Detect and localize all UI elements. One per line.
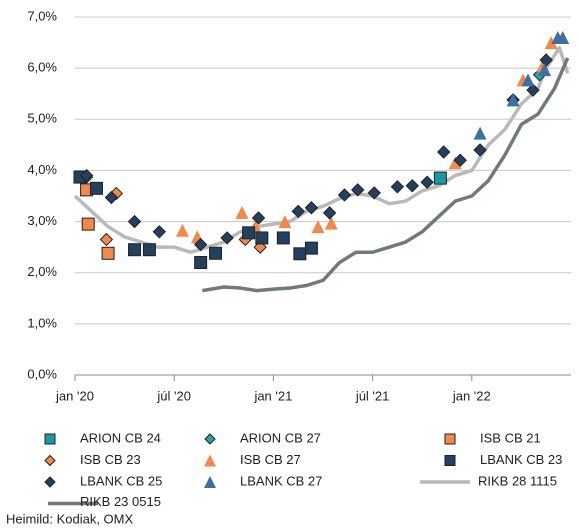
marker	[291, 204, 305, 219]
marker	[242, 226, 256, 240]
marker	[220, 231, 234, 245]
x-tick-label: jan '22	[452, 388, 491, 403]
legend-label: ISB CB 23	[80, 452, 141, 467]
x-tick-label: jan '20	[55, 388, 94, 403]
marker	[127, 214, 142, 229]
legend-marker	[44, 454, 56, 467]
legend-label: ARION CB 27	[240, 430, 321, 445]
marker	[322, 206, 337, 220]
legend-marker	[444, 455, 456, 466]
marker	[194, 255, 208, 269]
marker	[351, 183, 365, 197]
marker	[81, 217, 95, 231]
marker	[506, 93, 520, 107]
marker	[544, 36, 558, 50]
marker	[293, 247, 307, 261]
marker	[448, 156, 462, 170]
marker	[235, 205, 249, 219]
x-tick-label: júl '21	[355, 388, 390, 403]
y-tick-label: 5,0%	[27, 111, 57, 126]
marker	[255, 231, 269, 245]
x-tick-label: júl '20	[156, 388, 191, 403]
legend-label: LBANK CB 27	[240, 473, 322, 488]
y-tick-label: 0,0%	[27, 366, 57, 381]
y-tick-label: 3,0%	[27, 213, 57, 228]
marker	[209, 246, 223, 260]
legend-label: ISB CB 21	[480, 430, 541, 445]
marker	[436, 145, 451, 159]
x-tick-label: jan '21	[253, 388, 292, 403]
marker	[526, 83, 540, 97]
marker	[89, 181, 103, 195]
marker	[420, 175, 434, 189]
legend-marker	[444, 433, 456, 445]
marker	[276, 231, 290, 245]
marker	[453, 153, 467, 167]
marker	[324, 216, 338, 230]
legend-label: RIKB 28 1115	[478, 473, 557, 488]
marker	[337, 188, 352, 202]
marker	[556, 30, 570, 44]
marker	[99, 232, 114, 247]
marker	[193, 237, 208, 252]
marker	[79, 168, 94, 183]
marker	[433, 171, 447, 185]
y-tick-label: 7,0%	[27, 8, 57, 23]
marker	[390, 180, 405, 194]
line	[73, 45, 570, 255]
legend-marker	[204, 454, 216, 467]
marker	[152, 225, 167, 239]
marker	[128, 243, 142, 257]
marker	[538, 63, 552, 77]
marker	[367, 186, 381, 200]
legend-label: LBANK CB 23	[480, 452, 562, 467]
y-tick-label: 4,0%	[27, 162, 57, 177]
y-tick-label: 1,0%	[27, 315, 57, 330]
marker	[521, 73, 535, 87]
marker	[104, 190, 119, 205]
marker	[311, 220, 325, 234]
legend-label: ARION CB 24	[80, 430, 161, 445]
legend-label: ISB CB 27	[240, 452, 301, 467]
legend-marker	[44, 433, 56, 445]
legend-marker	[204, 433, 216, 445]
y-tick-label: 6,0%	[27, 60, 57, 75]
legend-marker	[44, 476, 56, 488]
y-tick-label: 2,0%	[27, 264, 57, 279]
marker	[473, 126, 487, 140]
legend-label: LBANK CB 25	[80, 473, 162, 488]
marker	[304, 201, 319, 215]
legend-marker	[204, 476, 216, 488]
marker	[278, 215, 292, 229]
legend-label: RIKB 23 0515	[80, 494, 161, 509]
marker	[251, 211, 266, 225]
marker	[142, 243, 156, 257]
marker	[175, 223, 189, 237]
marker	[101, 246, 115, 260]
marker	[473, 143, 487, 157]
line	[202, 57, 570, 293]
marker	[304, 241, 318, 255]
source: Heimild: Kodiak, OMX	[6, 511, 133, 526]
marker	[539, 53, 553, 67]
marker	[405, 179, 419, 193]
